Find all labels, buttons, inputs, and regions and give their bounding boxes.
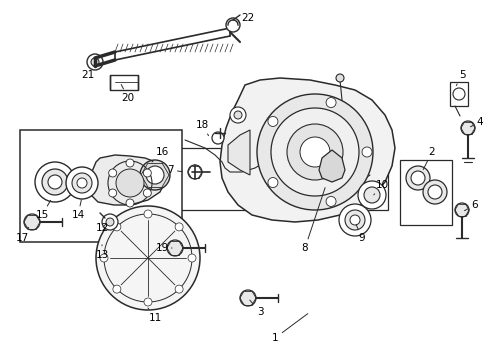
Circle shape bbox=[411, 171, 425, 185]
Text: 15: 15 bbox=[35, 201, 50, 220]
Circle shape bbox=[143, 189, 151, 197]
Text: 10: 10 bbox=[374, 180, 389, 195]
Text: 16: 16 bbox=[152, 147, 169, 162]
Text: 9: 9 bbox=[356, 225, 366, 243]
Bar bbox=[450, 82, 468, 106]
Text: 22: 22 bbox=[238, 13, 255, 23]
Circle shape bbox=[339, 204, 371, 236]
Circle shape bbox=[268, 116, 278, 126]
Text: 21: 21 bbox=[81, 66, 95, 80]
Circle shape bbox=[455, 203, 469, 217]
Circle shape bbox=[109, 189, 117, 197]
Circle shape bbox=[42, 169, 68, 195]
Circle shape bbox=[48, 175, 62, 189]
Text: 5: 5 bbox=[456, 70, 465, 86]
Circle shape bbox=[167, 240, 183, 256]
Circle shape bbox=[345, 210, 365, 230]
Circle shape bbox=[109, 169, 117, 177]
Circle shape bbox=[116, 169, 144, 197]
Text: 8: 8 bbox=[302, 188, 325, 253]
Text: 2: 2 bbox=[423, 147, 435, 170]
Circle shape bbox=[106, 218, 114, 226]
Bar bbox=[110, 75, 138, 90]
Circle shape bbox=[230, 107, 246, 123]
Text: 13: 13 bbox=[96, 245, 109, 260]
Circle shape bbox=[428, 185, 442, 199]
Circle shape bbox=[362, 147, 372, 157]
Text: 3: 3 bbox=[250, 300, 263, 317]
Circle shape bbox=[87, 54, 103, 70]
Circle shape bbox=[336, 74, 344, 82]
Text: 12: 12 bbox=[96, 223, 109, 233]
Circle shape bbox=[257, 94, 373, 210]
Text: 14: 14 bbox=[72, 200, 85, 220]
Circle shape bbox=[100, 254, 108, 262]
Circle shape bbox=[102, 214, 118, 230]
Circle shape bbox=[113, 285, 121, 293]
Circle shape bbox=[126, 159, 134, 167]
Circle shape bbox=[35, 162, 75, 202]
Circle shape bbox=[146, 166, 164, 184]
Text: 7: 7 bbox=[167, 165, 182, 175]
Text: 6: 6 bbox=[465, 200, 478, 211]
Circle shape bbox=[24, 214, 40, 230]
Circle shape bbox=[188, 254, 196, 262]
Circle shape bbox=[175, 223, 183, 231]
Circle shape bbox=[212, 132, 224, 144]
Circle shape bbox=[423, 180, 447, 204]
Circle shape bbox=[66, 167, 98, 199]
Circle shape bbox=[240, 290, 256, 306]
Circle shape bbox=[77, 178, 87, 188]
Circle shape bbox=[364, 187, 380, 203]
Circle shape bbox=[268, 177, 278, 188]
Circle shape bbox=[358, 181, 386, 209]
Circle shape bbox=[234, 111, 242, 119]
Circle shape bbox=[144, 210, 152, 218]
Bar bbox=[20, 130, 182, 242]
Text: 1: 1 bbox=[271, 314, 308, 343]
Circle shape bbox=[175, 285, 183, 293]
Circle shape bbox=[96, 206, 200, 310]
Circle shape bbox=[126, 199, 134, 207]
Circle shape bbox=[271, 108, 359, 196]
Circle shape bbox=[72, 173, 92, 193]
Text: 4: 4 bbox=[470, 117, 483, 127]
Circle shape bbox=[300, 137, 330, 167]
Circle shape bbox=[287, 124, 343, 180]
Text: 18: 18 bbox=[196, 120, 209, 136]
Circle shape bbox=[91, 58, 99, 66]
Circle shape bbox=[326, 197, 336, 206]
Text: 20: 20 bbox=[121, 85, 135, 103]
Circle shape bbox=[461, 121, 475, 135]
Circle shape bbox=[113, 223, 121, 231]
Circle shape bbox=[143, 169, 151, 177]
Polygon shape bbox=[228, 130, 250, 175]
Text: 19: 19 bbox=[155, 243, 172, 253]
Circle shape bbox=[453, 88, 465, 100]
Text: 17: 17 bbox=[15, 228, 28, 243]
Polygon shape bbox=[220, 78, 395, 222]
Circle shape bbox=[188, 165, 202, 179]
Circle shape bbox=[140, 160, 170, 190]
Circle shape bbox=[350, 215, 360, 225]
Circle shape bbox=[144, 298, 152, 306]
Bar bbox=[178, 148, 388, 210]
Text: 11: 11 bbox=[148, 308, 162, 323]
Bar bbox=[400, 160, 452, 225]
Circle shape bbox=[226, 18, 240, 32]
Circle shape bbox=[406, 166, 430, 190]
Circle shape bbox=[326, 98, 336, 108]
Polygon shape bbox=[90, 155, 165, 205]
Polygon shape bbox=[319, 150, 345, 182]
